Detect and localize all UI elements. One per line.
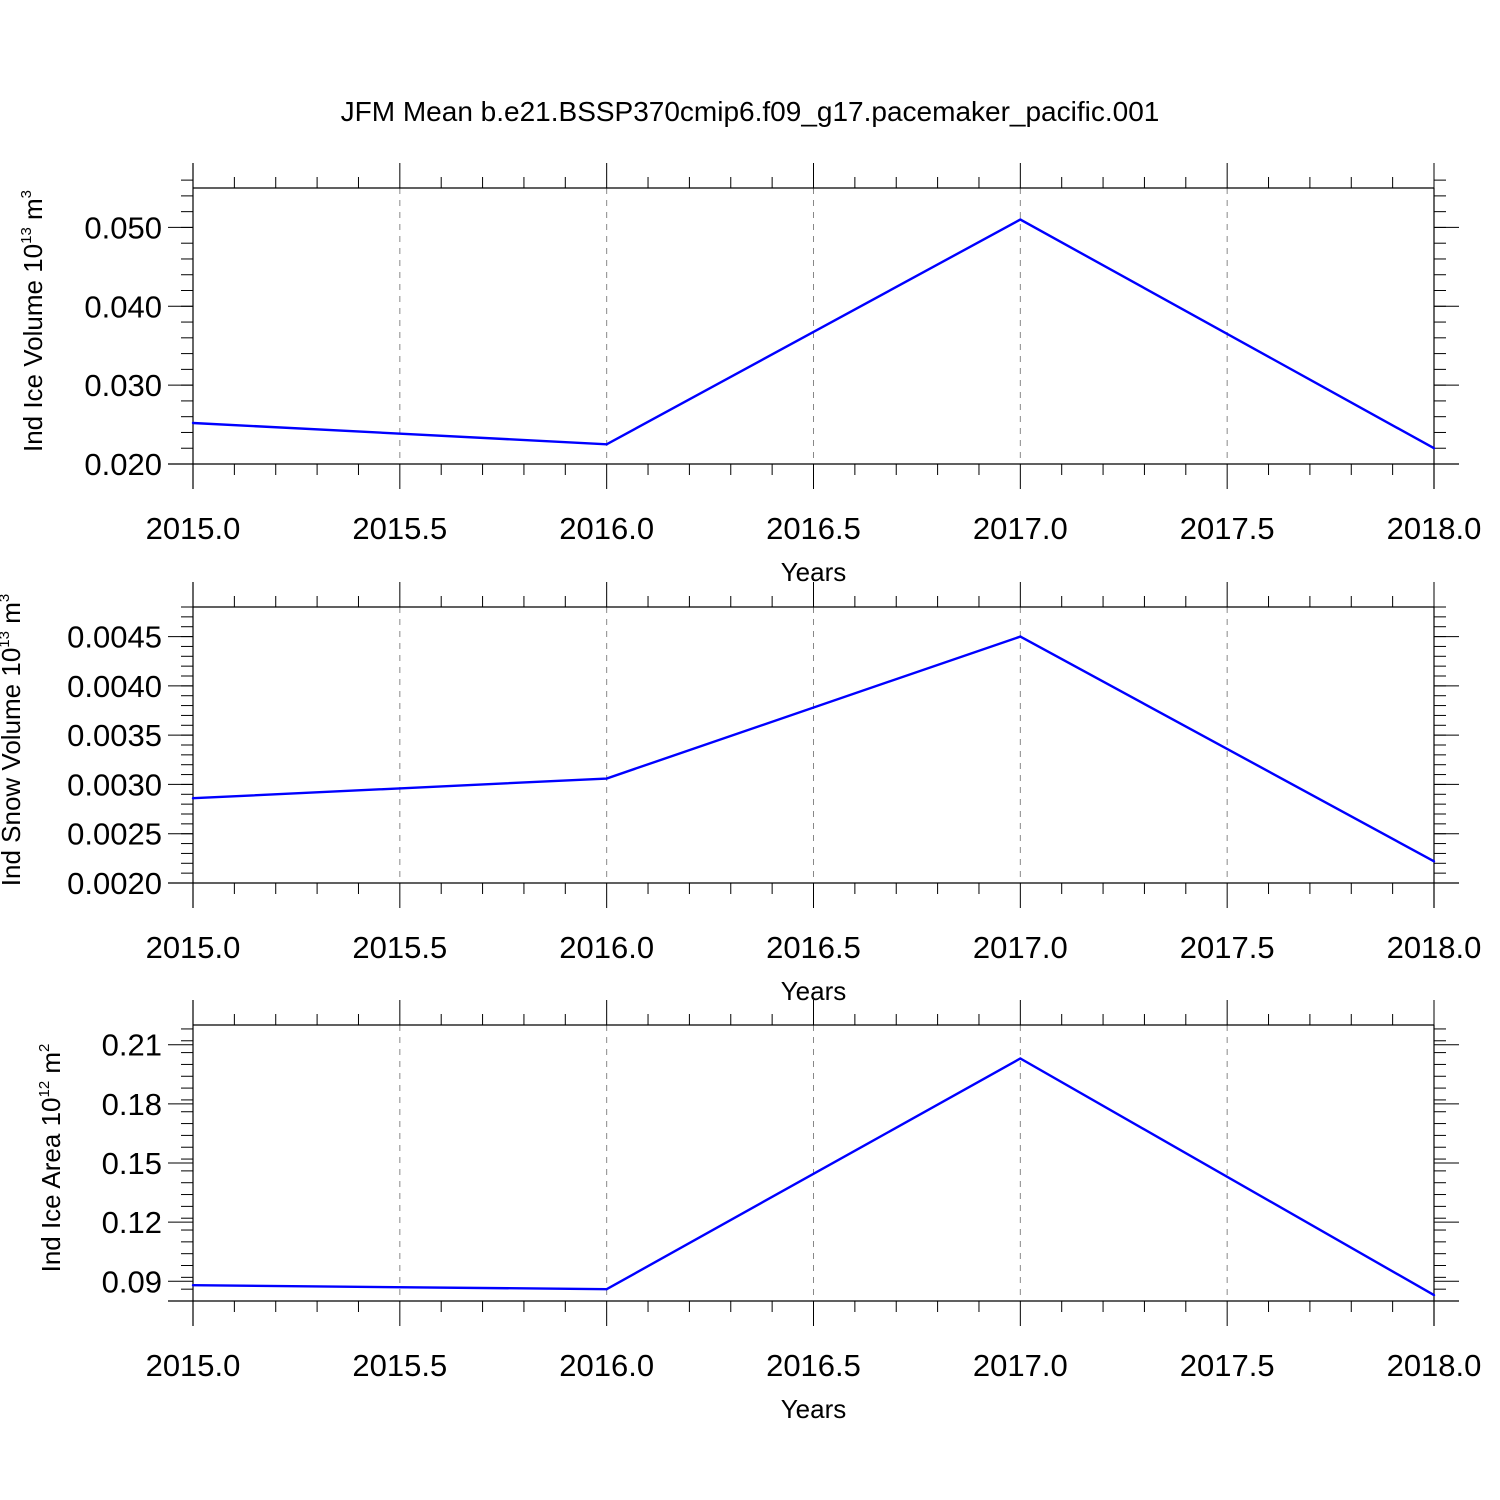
data-point	[1432, 447, 1436, 450]
x-tick-label: 2016.5	[766, 511, 861, 546]
x-tick-label: 2018.0	[1387, 1348, 1482, 1383]
x-tick-label: 2016.5	[766, 930, 861, 965]
series-line	[192, 1057, 1435, 1297]
y-axis-label: Ind Snow Volume 1013 m3	[0, 594, 26, 886]
data-point	[605, 1287, 608, 1291]
data-point	[191, 797, 195, 800]
x-tick-label: 2016.0	[559, 1348, 654, 1383]
y-tick-label: 0.18	[102, 1087, 162, 1122]
data-point	[1019, 635, 1022, 638]
y-tick-label: 0.0035	[67, 718, 162, 753]
x-tick-label: 2017.5	[1180, 930, 1275, 965]
x-axis-label: Years	[781, 1394, 847, 1424]
x-tick-label: 2016.0	[559, 930, 654, 965]
data-point	[1432, 860, 1436, 863]
x-tick-label: 2017.5	[1180, 511, 1275, 546]
y-tick-label: 0.020	[84, 447, 162, 482]
y-tick-label: 0.21	[102, 1028, 162, 1063]
y-tick-label: 0.050	[84, 210, 162, 245]
x-tick-label: 2017.0	[973, 1348, 1068, 1383]
data-point	[605, 777, 608, 780]
x-tick-label: 2015.5	[352, 1348, 447, 1383]
y-tick-label: 0.0025	[67, 817, 162, 852]
y-tick-label: 0.09	[102, 1264, 162, 1299]
data-point	[605, 443, 608, 446]
x-tick-label: 2018.0	[1387, 511, 1482, 546]
data-point	[191, 421, 195, 425]
series-line	[192, 218, 1435, 450]
x-tick-label: 2017.5	[1180, 1348, 1275, 1383]
y-tick-label: 0.030	[84, 368, 162, 403]
data-point	[1019, 1057, 1022, 1060]
x-tick-label: 2015.5	[352, 511, 447, 546]
y-axis-label: Ind Ice Area 1012 m2	[36, 1044, 66, 1273]
figure-title: JFM Mean b.e21.BSSP370cmip6.f09_g17.pace…	[340, 96, 1160, 127]
data-point	[1432, 1293, 1436, 1297]
y-axis-label: Ind Ice Volume 1013 m3	[18, 190, 48, 452]
series-line	[192, 635, 1435, 863]
x-tick-label: 2015.0	[146, 930, 241, 965]
y-tick-label: 0.0045	[67, 620, 162, 655]
y-tick-label: 0.12	[102, 1205, 162, 1240]
x-tick-label: 2016.5	[766, 1348, 861, 1383]
data-point	[1019, 218, 1022, 221]
y-tick-label: 0.0020	[67, 866, 162, 901]
x-tick-label: 2017.0	[973, 930, 1068, 965]
y-tick-label: 0.0030	[67, 767, 162, 802]
x-tick-label: 2015.0	[146, 511, 241, 546]
x-tick-label: 2018.0	[1387, 930, 1482, 965]
y-tick-label: 0.0040	[67, 669, 162, 704]
data-point	[191, 1284, 195, 1287]
x-tick-label: 2016.0	[559, 511, 654, 546]
y-tick-label: 0.040	[84, 289, 162, 324]
x-tick-label: 2015.5	[352, 930, 447, 965]
x-tick-label: 2015.0	[146, 1348, 241, 1383]
y-tick-label: 0.15	[102, 1146, 162, 1181]
x-tick-label: 2017.0	[973, 511, 1068, 546]
